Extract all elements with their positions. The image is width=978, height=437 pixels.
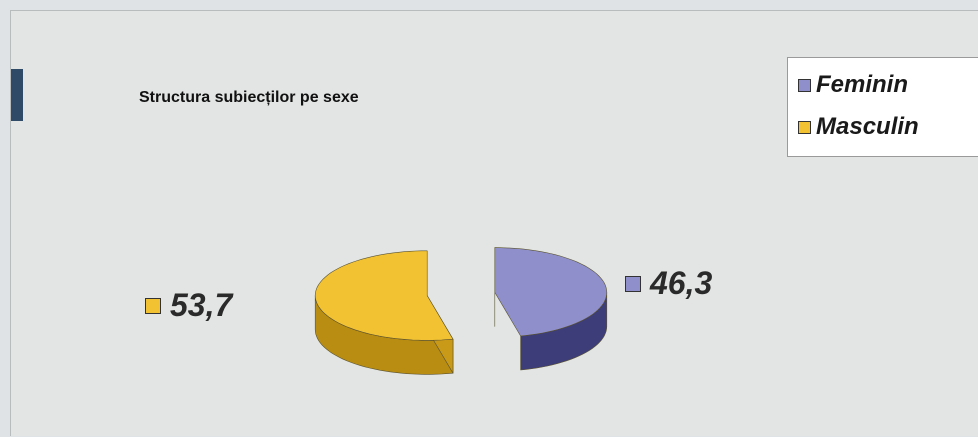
data-label-feminin: 46,3 (625, 265, 712, 302)
pie-slice-masculin-top (314, 250, 454, 341)
legend-item-feminin: Feminin (798, 70, 908, 100)
chart-area: Structura subiecților pe sexe Feminin Ma… (10, 10, 978, 436)
data-label-masculin: 53,7 (145, 287, 232, 324)
legend-item-masculin: Masculin (798, 112, 919, 142)
data-label-swatch-masculin (145, 297, 161, 314)
data-label-value-feminin: 46,3 (650, 265, 713, 301)
legend-label-feminin: Feminin (816, 71, 909, 98)
chart-legend: Feminin Masculin (787, 57, 978, 157)
legend-swatch-masculin (798, 120, 811, 134)
legend-label-masculin: Masculin (816, 113, 919, 140)
data-label-swatch-feminin (625, 275, 641, 292)
pie-plot (314, 247, 608, 375)
legend-swatch-feminin (798, 78, 811, 92)
pie-slice-masculin (314, 250, 454, 375)
side-tab-decoration (11, 69, 23, 121)
chart-title: Structura subiecților pe sexe (139, 89, 359, 106)
data-label-value-masculin: 53,7 (170, 287, 233, 323)
pie-slice-feminin-top (494, 247, 608, 337)
pie-slice-feminin (494, 247, 608, 371)
